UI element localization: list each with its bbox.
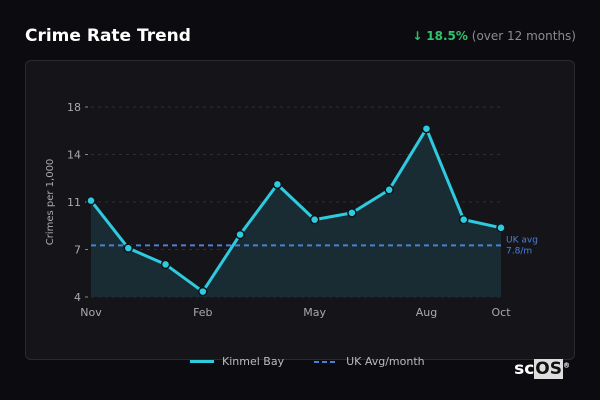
data-point (458, 214, 469, 225)
x-tick-label: Aug (416, 306, 437, 319)
data-point (123, 243, 134, 253)
data-point (86, 195, 96, 206)
change-indicator: ↓ 18.5% (over 12 months) (412, 29, 576, 43)
x-tick-label: Nov (80, 306, 102, 319)
series-line (89, 127, 502, 294)
down-arrow-icon: ↓ (412, 29, 423, 43)
data-point (272, 179, 283, 190)
legend-swatch (190, 360, 214, 363)
logo: scOS® (514, 359, 570, 379)
data-point (198, 286, 208, 297)
x-tick-label: May (303, 306, 326, 319)
y-axis-label: Crimes per 1,000 (45, 159, 56, 246)
y-tick-label: 18 (67, 101, 81, 114)
x-tick-label: Feb (193, 306, 212, 319)
data-point (496, 223, 506, 233)
data-point (160, 259, 171, 270)
chart-title: Crime Rate Trend (25, 26, 191, 46)
change-percent: 18.5% (426, 29, 468, 43)
legend: Kinmel Bay UK Avg/month (190, 355, 425, 368)
data-point (235, 229, 245, 240)
legend-item-series[interactable]: Kinmel Bay (190, 355, 284, 368)
legend-item-avg[interactable]: UK Avg/month (314, 355, 425, 368)
y-tick-label: 11 (67, 196, 81, 209)
legend-label: UK Avg/month (346, 355, 425, 368)
legend-label: Kinmel Bay (222, 355, 285, 368)
y-tick-label: 14 (67, 149, 81, 162)
y-tick-label: 4 (74, 291, 81, 304)
uk-avg-value: 7.8/m (506, 246, 532, 256)
area-fill (91, 128, 501, 297)
legend-swatch (314, 360, 339, 363)
change-note: (over 12 months) (471, 29, 576, 43)
data-point (309, 214, 320, 225)
data-point (384, 185, 394, 195)
x-tick-label: Oct (491, 306, 511, 319)
data-point (347, 208, 357, 218)
y-tick-label: 7 (74, 244, 81, 257)
uk-avg-label: UK avg (506, 235, 538, 245)
data-point (421, 123, 432, 134)
